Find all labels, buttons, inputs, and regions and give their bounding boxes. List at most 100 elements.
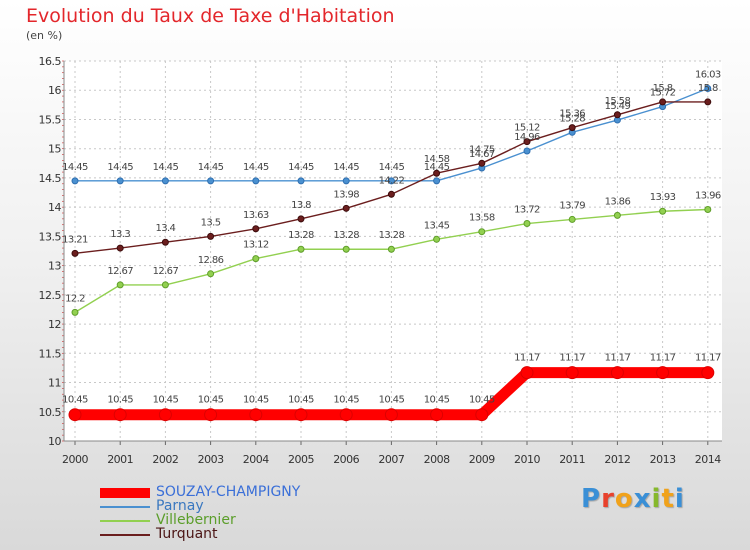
legend-swatch [100,534,150,536]
data-point-villebernier [387,245,395,253]
data-point-turquant [252,225,260,233]
data-label-villebernier: 13.28 [333,230,359,241]
data-label-villebernier: 13.28 [288,230,314,241]
data-label-villebernier: 12.67 [107,266,133,277]
x-tick-label: 2003 [198,453,224,466]
chart-title: Evolution du Taux de Taxe d'Habitation [26,5,395,27]
chart-unit-label: (en %) [26,29,63,42]
data-label-villebernier: 13.28 [379,230,405,241]
data-point-souzay-champigny [158,408,172,422]
data-label-villebernier: 12.2 [65,293,85,304]
data-point-villebernier [478,228,486,236]
data-label-parnay: 14.45 [288,162,314,173]
data-point-villebernier [659,207,667,215]
logo-letter: t [661,484,675,514]
data-point-villebernier [568,215,576,223]
data-point-parnay [252,177,260,185]
x-tick-label: 2000 [62,453,88,466]
data-label-parnay: 14.45 [379,162,405,173]
x-tick-label: 2009 [469,453,495,466]
data-label-turquant: 13.8 [291,200,311,211]
data-point-villebernier [613,211,621,219]
data-label-souzay-champigny: 10.45 [107,395,133,406]
data-label-souzay-champigny: 10.45 [288,395,314,406]
data-point-parnay [116,177,124,185]
data-point-turquant [478,159,486,167]
data-label-parnay: 14.45 [333,162,359,173]
data-label-parnay: 14.45 [198,162,224,173]
x-tick-label: 2007 [378,453,404,466]
data-label-parnay: 14.45 [424,162,450,173]
legend-label: Parnay [156,498,204,514]
data-label-turquant: 15.36 [559,109,585,120]
data-label-villebernier: 13.45 [424,220,450,231]
data-label-villebernier: 13.72 [514,205,540,216]
data-label-turquant: 15.8 [653,83,673,94]
data-point-turquant [568,124,576,132]
data-label-villebernier: 13.12 [243,240,269,251]
data-label-villebernier: 13.93 [650,192,676,203]
data-label-souzay-champigny: 11.17 [514,353,540,364]
data-point-villebernier [704,205,712,213]
data-label-turquant: 14.22 [379,175,405,186]
data-label-souzay-champigny: 10.45 [379,395,405,406]
data-label-parnay: 16.03 [695,69,721,80]
data-point-villebernier [342,245,350,253]
x-tick-label: 2012 [604,453,630,466]
data-point-parnay [523,147,531,155]
data-label-villebernier: 13.79 [559,200,585,211]
legend-swatch [100,488,150,498]
x-tick-label: 2004 [243,453,269,466]
data-label-souzay-champigny: 11.17 [650,353,676,364]
data-point-turquant [297,215,305,223]
data-point-turquant [71,249,79,257]
logo-letter: o [614,484,634,514]
data-label-parnay: 15.49 [605,101,631,112]
data-point-turquant [116,244,124,252]
data-label-souzay-champigny: 10.45 [153,395,179,406]
x-tick-label: 2013 [650,453,676,466]
data-label-turquant: 15.8 [698,83,718,94]
data-label-parnay: 15.72 [650,88,676,99]
data-label-turquant: 13.21 [62,234,88,245]
data-point-turquant [342,204,350,212]
data-label-villebernier: 13.96 [695,190,721,201]
x-tick-label: 2011 [559,453,585,466]
data-point-turquant [207,232,215,240]
legend-label: Turquant [156,526,218,542]
proxiti-logo: Proxiti [581,484,685,514]
data-label-turquant: 15.58 [605,96,631,107]
data-label-souzay-champigny: 11.17 [605,353,631,364]
data-point-villebernier [161,281,169,289]
data-label-villebernier: 13.58 [469,213,495,224]
data-point-souzay-champigny [475,408,489,422]
data-label-turquant: 14.75 [469,144,495,155]
data-label-souzay-champigny: 10.45 [62,395,88,406]
legend-label: Villebernier [156,512,236,528]
data-point-parnay [161,177,169,185]
legend-label: SOUZAY-CHAMPIGNY [156,484,301,500]
data-point-villebernier [523,220,531,228]
data-point-parnay [71,177,79,185]
data-point-souzay-champigny [701,366,715,380]
data-label-turquant: 13.3 [110,229,130,240]
data-point-parnay [433,177,441,185]
data-point-turquant [387,190,395,198]
legend-swatch [100,520,150,522]
data-label-villebernier: 12.86 [198,255,224,266]
data-point-parnay [207,177,215,185]
x-tick-label: 2005 [288,453,314,466]
logo-letter: i [651,484,662,514]
data-point-villebernier [71,308,79,316]
data-point-souzay-champigny [68,408,82,422]
data-label-parnay: 14.45 [243,162,269,173]
data-label-souzay-champigny: 10.45 [243,395,269,406]
x-tick-label: 2006 [333,453,359,466]
x-tick-label: 2002 [152,453,178,466]
data-label-parnay: 14.45 [153,162,179,173]
data-label-souzay-champigny: 10.45 [198,395,224,406]
data-label-parnay: 14.96 [514,132,540,143]
data-label-parnay: 14.67 [469,149,495,160]
data-point-souzay-champigny [430,408,444,422]
x-tick-label: 2014 [695,453,721,466]
